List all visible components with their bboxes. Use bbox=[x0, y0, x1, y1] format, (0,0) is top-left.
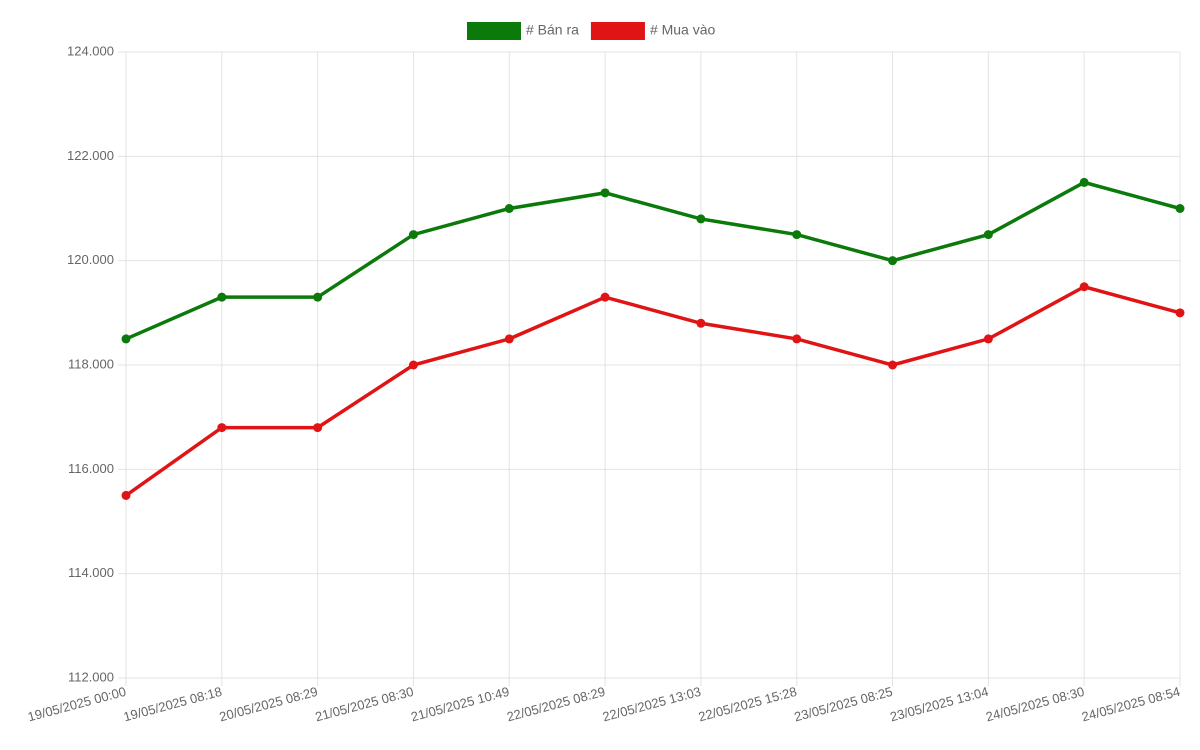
data-point bbox=[1175, 204, 1185, 213]
data-point bbox=[983, 334, 993, 344]
data-point bbox=[888, 360, 898, 370]
x-tick-label: 22/05/2025 15:28 bbox=[697, 684, 799, 725]
y-tick-label: 124.000 bbox=[67, 43, 114, 58]
data-point bbox=[600, 188, 610, 198]
legend-swatch bbox=[590, 22, 645, 40]
data-point bbox=[1079, 177, 1089, 187]
data-point bbox=[217, 423, 227, 433]
data-point bbox=[696, 318, 706, 328]
data-point bbox=[504, 334, 514, 344]
y-tick-label: 120.000 bbox=[67, 252, 114, 267]
y-tick-label: 118.000 bbox=[68, 356, 114, 371]
data-point bbox=[313, 423, 323, 433]
x-tick-label: 24/05/2025 08:54 bbox=[1080, 684, 1182, 725]
x-tick-label: 20/05/2025 08:29 bbox=[218, 684, 320, 725]
x-tick-label: 23/05/2025 08:25 bbox=[793, 684, 895, 725]
y-tick-label: 114.000 bbox=[68, 565, 114, 580]
data-point bbox=[121, 334, 131, 344]
data-point bbox=[408, 360, 418, 370]
data-point bbox=[792, 230, 802, 240]
data-point bbox=[600, 292, 610, 302]
data-point bbox=[1175, 308, 1185, 318]
legend-label: # Bán ra bbox=[526, 22, 579, 38]
data-point bbox=[313, 292, 323, 302]
x-tick-label: 22/05/2025 08:29 bbox=[505, 684, 607, 725]
data-point bbox=[1079, 282, 1089, 292]
data-point bbox=[217, 292, 227, 302]
x-tick-label: 21/05/2025 10:49 bbox=[409, 684, 511, 725]
x-tick-label: 24/05/2025 08:30 bbox=[984, 684, 1086, 725]
legend-swatch bbox=[467, 22, 521, 40]
x-tick-label: 19/05/2025 00:00 bbox=[26, 684, 128, 725]
data-point bbox=[408, 230, 418, 240]
data-point bbox=[983, 230, 993, 240]
y-tick-label: 116.000 bbox=[68, 461, 114, 476]
data-point bbox=[504, 204, 514, 213]
data-point bbox=[888, 256, 898, 266]
x-tick-label: 21/05/2025 08:30 bbox=[313, 684, 415, 725]
x-tick-label: 23/05/2025 13:04 bbox=[888, 684, 990, 725]
legend-label: # Mua vào bbox=[650, 22, 716, 38]
x-tick-label: 19/05/2025 08:18 bbox=[122, 684, 224, 725]
data-point bbox=[792, 334, 802, 344]
series-line bbox=[124, 284, 1181, 497]
x-tick-label: 22/05/2025 13:03 bbox=[601, 684, 703, 725]
y-tick-label: 122.000 bbox=[67, 148, 114, 163]
y-tick-label: 112.000 bbox=[68, 669, 114, 684]
data-point bbox=[121, 490, 131, 500]
data-point bbox=[696, 214, 706, 224]
series-line bbox=[125, 180, 1181, 341]
